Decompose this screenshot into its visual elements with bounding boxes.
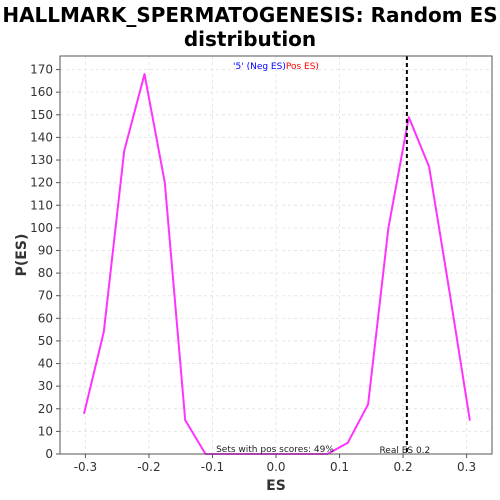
- x-tick-label-6: 0.3: [457, 460, 476, 474]
- series-point-1: [103, 331, 105, 333]
- x-axis-label: ES: [266, 478, 286, 494]
- series-point-13: [346, 441, 349, 444]
- legend-neg-label: '5' (Neg ES): [233, 62, 286, 72]
- series-point-18: [448, 290, 451, 292]
- x-tick-label-3: 0.0: [266, 460, 285, 474]
- series-point-15: [387, 227, 390, 229]
- legend-pos-label: Pos ES): [286, 62, 319, 72]
- real-es-label: Real ES 0.2: [379, 446, 430, 456]
- y-tick-label-14: 140: [30, 130, 53, 144]
- series-point-3: [143, 73, 146, 75]
- y-axis-label: P(ES): [14, 234, 30, 277]
- grid: [60, 56, 492, 455]
- x-tick-label-5: 0.2: [394, 460, 413, 474]
- x-tick-label-1: -0.2: [137, 460, 160, 474]
- y-tick-label-15: 150: [30, 108, 53, 122]
- y-tick-label-1: 10: [38, 424, 53, 438]
- series-point-17: [428, 166, 430, 168]
- chart-title-line-2: distribution: [184, 27, 316, 51]
- series-point-16: [407, 116, 410, 118]
- y-tick-label-6: 60: [38, 311, 53, 325]
- x-tick-label-2: -0.1: [201, 460, 224, 474]
- y-tick-label-13: 130: [30, 153, 53, 167]
- y-tick-label-8: 80: [38, 266, 53, 280]
- pos-scores-annotation: Sets with pos scores: 49%: [216, 445, 334, 455]
- series-point-0: [83, 412, 85, 415]
- y-tick-label-9: 90: [38, 243, 53, 257]
- y-tick-label-12: 120: [30, 176, 53, 190]
- x-tick-label-4: 0.1: [330, 460, 349, 474]
- x-tick-label-0: -0.3: [74, 460, 97, 474]
- y-tick-label-11: 110: [30, 198, 53, 212]
- series-point-4: [164, 181, 166, 184]
- y-tick-label-10: 100: [30, 221, 53, 235]
- chart-title-line-1: HALLMARK_SPERMATOGENESIS: Random ES: [2, 3, 497, 27]
- y-tick-label-17: 170: [30, 63, 53, 77]
- y-tick-label-4: 40: [38, 357, 53, 371]
- y-tick-label-0: 0: [45, 447, 53, 461]
- x-axis-ticks: -0.3 -0.2 -0.1 0.0 0.1 0.2 0.3: [74, 454, 476, 474]
- series-point-14: [367, 403, 369, 406]
- y-axis-ticks: 0 10 20 30 40 50 60 70 80 90 100 110 120 130 140 150 160…: [30, 63, 60, 461]
- series-point-2: [123, 150, 125, 152]
- y-tick-label-5: 50: [38, 334, 53, 348]
- y-tick-label-7: 70: [38, 289, 53, 303]
- series-point-19: [468, 419, 471, 421]
- legend: '5' (Neg ES)Pos ES): [233, 62, 319, 72]
- y-tick-label-2: 20: [38, 402, 53, 416]
- series-point-5: [184, 419, 186, 421]
- y-tick-label-16: 160: [30, 85, 53, 99]
- y-tick-label-3: 30: [38, 379, 53, 393]
